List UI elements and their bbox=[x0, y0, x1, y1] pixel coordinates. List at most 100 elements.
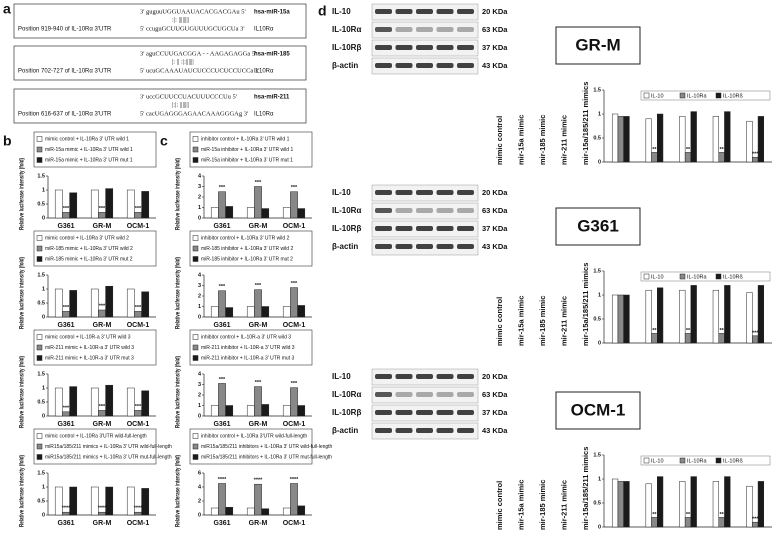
blot-band bbox=[416, 63, 433, 68]
x-tick-label: GR-M bbox=[93, 421, 112, 428]
y-axis-label: Relative luciferase intensity (fold) bbox=[20, 257, 26, 329]
y-tick-label: 0 bbox=[598, 524, 601, 530]
y-tick-label: 4 bbox=[198, 484, 202, 490]
x-tick-label: G361 bbox=[57, 520, 74, 527]
x-tick-label: OCM-1 bbox=[283, 322, 306, 329]
y-tick-label: 0.5 bbox=[593, 500, 601, 506]
bar bbox=[623, 294, 630, 344]
bar bbox=[261, 404, 270, 417]
blot-band bbox=[375, 27, 392, 32]
bar bbox=[90, 288, 99, 318]
legend-swatch bbox=[715, 92, 722, 99]
legend-label: mimic control + IL-10Ra 3'UTR wild-full-… bbox=[45, 433, 147, 439]
legend-box bbox=[33, 329, 157, 366]
y-tick-label: 0 bbox=[42, 215, 45, 221]
significance-label: **** bbox=[218, 477, 227, 483]
bar bbox=[254, 186, 262, 219]
legend-swatch bbox=[192, 146, 199, 153]
x-tick-label: mimic control bbox=[495, 297, 504, 346]
significance-label: **** bbox=[62, 506, 71, 512]
bar bbox=[261, 208, 270, 219]
bar bbox=[98, 309, 106, 318]
y-tick-label: 1 bbox=[42, 385, 45, 391]
bar bbox=[246, 507, 255, 516]
blot-band bbox=[416, 374, 433, 379]
legend-label: mimic control + IL-10Ra 3' UTR wild 1 bbox=[45, 136, 129, 142]
y-tick-label: 0.5 bbox=[593, 135, 601, 141]
legend-swatch bbox=[36, 146, 43, 153]
bar bbox=[98, 410, 106, 417]
legend-box bbox=[33, 131, 157, 168]
bar bbox=[282, 207, 291, 219]
legend-label: miR-15a inhibitor + IL-10Ra 3' UTR wild … bbox=[201, 147, 293, 153]
legend-label: IL-10Ra bbox=[687, 458, 708, 464]
cell-line-box bbox=[555, 26, 641, 65]
blot-band bbox=[457, 392, 474, 397]
x-tick-label: mir-185 mimic bbox=[538, 296, 547, 346]
utr-position: Position 919-940 of IL-10Rα 3'UTR bbox=[18, 27, 112, 33]
utr-name: IL10Rα bbox=[254, 69, 274, 75]
blot-band bbox=[395, 208, 413, 213]
legend-swatch bbox=[679, 273, 686, 280]
y-tick-label: 1 bbox=[598, 292, 601, 298]
legend-label: IL-10Rß bbox=[723, 93, 744, 99]
legend-swatch bbox=[36, 344, 43, 351]
y-tick-label: 0 bbox=[42, 314, 45, 320]
x-tick-label: GR-M bbox=[249, 322, 268, 329]
blot-band bbox=[375, 9, 392, 14]
significance-label: ** bbox=[686, 147, 691, 153]
bar bbox=[105, 486, 114, 516]
kda-label: 63 KDa bbox=[482, 390, 508, 399]
legend-swatch bbox=[36, 443, 43, 450]
significance-label: *** bbox=[99, 206, 106, 212]
bar bbox=[617, 116, 624, 163]
legend-label: inhibitor control + IL-10R-a 3' UTR wild… bbox=[201, 334, 291, 340]
utr-name: IL10Rα bbox=[254, 27, 274, 33]
bar bbox=[282, 306, 291, 318]
bar bbox=[105, 384, 114, 417]
bar bbox=[105, 188, 114, 219]
bar bbox=[218, 483, 226, 516]
kda-label: 37 KDa bbox=[482, 224, 508, 233]
pairing: |:|: ||||||| bbox=[172, 101, 189, 108]
bar bbox=[679, 481, 686, 528]
bar bbox=[134, 511, 142, 516]
significance-label: *** bbox=[99, 303, 106, 309]
bar bbox=[290, 483, 298, 516]
protein-label: IL-10Rα bbox=[332, 206, 361, 215]
blot-band bbox=[395, 63, 413, 68]
legend-swatch bbox=[192, 334, 199, 340]
bar bbox=[611, 478, 619, 528]
bar bbox=[712, 116, 719, 163]
blot-band bbox=[375, 190, 392, 195]
bar bbox=[261, 306, 270, 318]
bar bbox=[746, 485, 753, 528]
legend-swatch bbox=[192, 433, 199, 439]
significance-label: *** bbox=[255, 180, 262, 186]
y-axis-label: Relative luciferase intensity (fold) bbox=[176, 455, 182, 527]
y-tick-label: 1.5 bbox=[37, 470, 45, 476]
mirna-sequence: 3' guguuUGGUAAUACACGACGAu 5' bbox=[140, 8, 246, 15]
blot-band bbox=[457, 27, 474, 32]
bar bbox=[282, 405, 291, 417]
legend-label: IL-10Ra bbox=[687, 93, 708, 99]
kda-label: 37 KDa bbox=[482, 408, 508, 417]
bar bbox=[651, 517, 658, 528]
blot-band bbox=[416, 428, 433, 433]
legend-box bbox=[33, 428, 157, 465]
significance-label: *** bbox=[291, 185, 298, 191]
bar bbox=[246, 207, 255, 219]
kda-label: 20 KDa bbox=[482, 188, 508, 197]
y-tick-label: 0 bbox=[42, 512, 45, 518]
utr-position: Position 616-637 of IL-10Rα 3'UTR bbox=[18, 112, 112, 118]
bar bbox=[712, 481, 719, 528]
utr-sequence: 5' ucuGCAAAUAUCUCCCUCUCCUCCa 3' bbox=[140, 67, 259, 74]
legend-swatch bbox=[679, 92, 686, 99]
bar bbox=[690, 476, 697, 528]
protein-label: β-actin bbox=[332, 426, 358, 435]
blot-band bbox=[395, 9, 413, 14]
legend-swatch bbox=[192, 355, 199, 361]
protein-label: β-actin bbox=[332, 242, 358, 251]
blot-band bbox=[436, 9, 454, 14]
bar bbox=[62, 511, 70, 516]
